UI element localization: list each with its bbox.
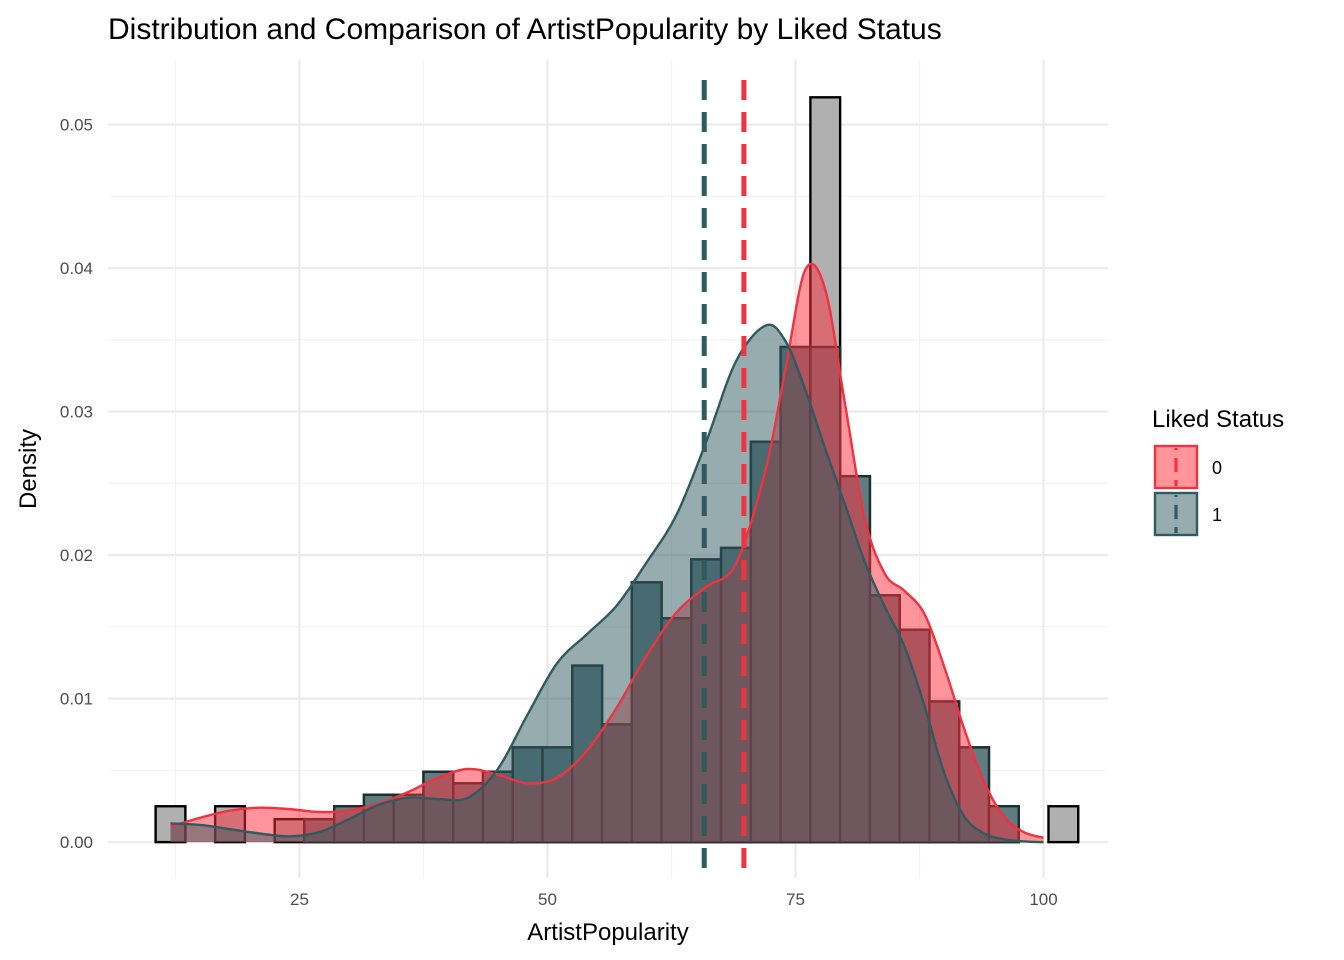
density-area-1 [170, 324, 1044, 843]
legend-title: Liked Status [1152, 406, 1284, 433]
x-axis-ticks: 25 50 75 100 [290, 890, 1058, 909]
y-tick-label: 0.04 [60, 259, 93, 278]
chart-title: Distribution and Comparison of ArtistPop… [108, 13, 942, 46]
y-tick-label: 0.03 [60, 403, 93, 422]
legend-label-0: 0 [1212, 458, 1222, 478]
x-tick-label: 75 [786, 890, 805, 909]
legend-entry-1: 1 [1153, 491, 1222, 537]
y-tick-label: 0.01 [60, 690, 93, 709]
x-tick-label: 100 [1029, 890, 1057, 909]
x-tick-label: 50 [538, 890, 557, 909]
y-tick-label: 0.02 [60, 546, 93, 565]
density-line-1 [170, 323, 1044, 844]
mean-lines [701, 80, 747, 878]
histogram-bar-overall [1047, 805, 1080, 844]
y-axis-title: Density [15, 429, 42, 509]
y-tick-label: 0.00 [60, 833, 93, 852]
density-curves [170, 262, 1044, 844]
x-tick-label: 25 [290, 890, 309, 909]
y-tick-label: 0.05 [60, 116, 93, 135]
density-line-0 [170, 262, 1044, 839]
y-axis-ticks: 0.00 0.01 0.02 0.03 0.04 0.05 [60, 116, 93, 853]
legend-label-1: 1 [1212, 505, 1222, 525]
legend-entry-0: 0 [1153, 444, 1222, 490]
plot-panel [108, 60, 1108, 878]
x-axis-title: ArtistPopularity [527, 919, 688, 946]
legend: Liked Status 0 1 [1152, 406, 1284, 537]
